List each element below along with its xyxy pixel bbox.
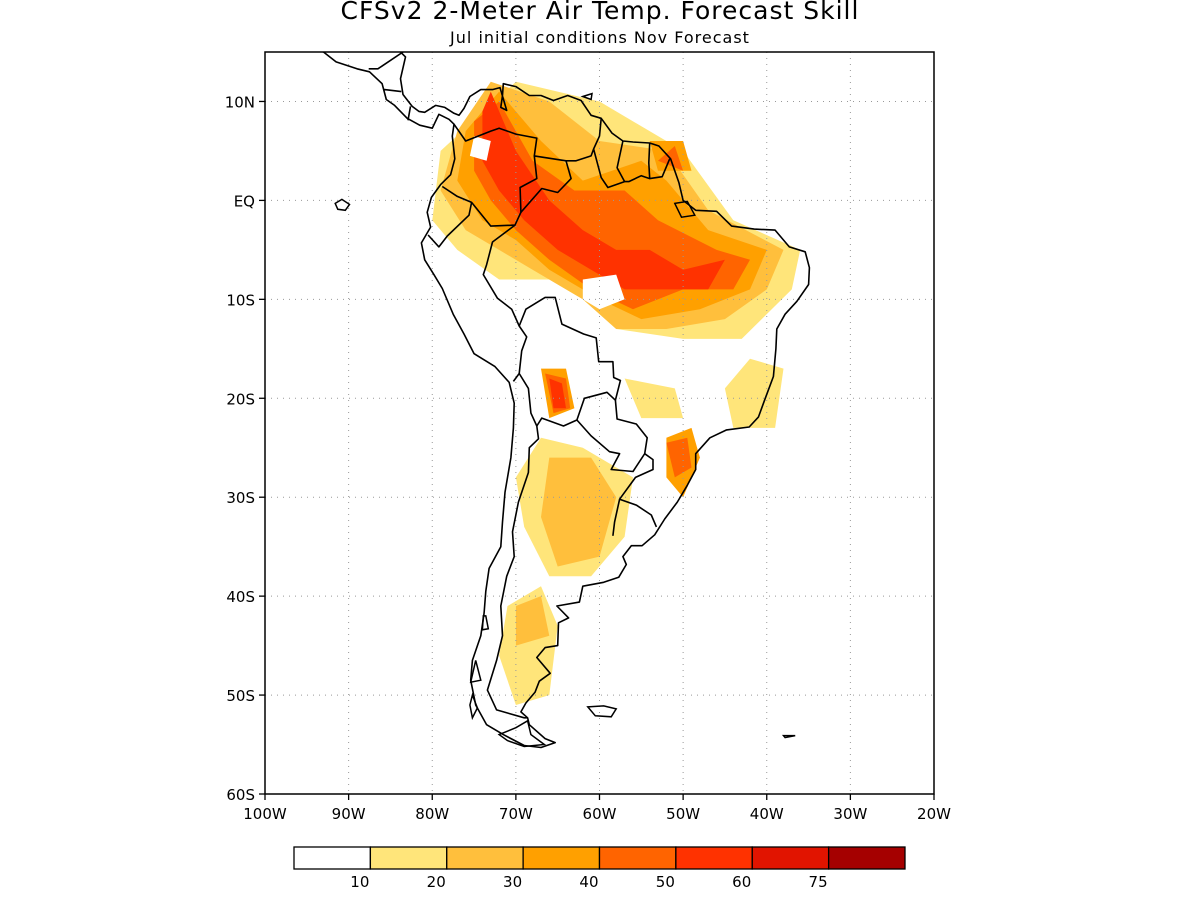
country-border bbox=[647, 142, 651, 179]
colorbar-swatch bbox=[293, 846, 372, 870]
skill-region bbox=[515, 596, 550, 646]
colorbar: 10 20 30 40 50 60 75 bbox=[293, 846, 906, 891]
colorbar-swatch bbox=[522, 846, 601, 870]
country-border bbox=[518, 296, 622, 427]
gridlines bbox=[265, 52, 934, 794]
skill-shading bbox=[432, 81, 801, 705]
country-border bbox=[383, 88, 402, 93]
country-border bbox=[441, 123, 538, 227]
country-border bbox=[592, 148, 671, 189]
colorbar-label: 50 bbox=[656, 873, 675, 891]
coastline-borders bbox=[320, 52, 811, 749]
colorbar-label: 60 bbox=[732, 873, 751, 891]
skill-region bbox=[482, 91, 725, 290]
island bbox=[580, 92, 593, 101]
colorbar-label: 20 bbox=[427, 873, 446, 891]
lat-tick-label: 40S bbox=[226, 588, 255, 606]
country-border bbox=[612, 453, 654, 536]
island bbox=[781, 734, 796, 739]
skill-region bbox=[549, 378, 566, 409]
skill-region bbox=[724, 358, 784, 428]
lat-tick-label: EQ bbox=[234, 192, 255, 210]
country-border bbox=[616, 140, 626, 182]
colorbar-swatch bbox=[369, 846, 448, 870]
skill-region bbox=[474, 101, 750, 310]
map-subtitle: Jul initial conditions Nov Forecast bbox=[450, 28, 750, 47]
lon-tick-label: 40W bbox=[750, 805, 784, 823]
country-border bbox=[407, 106, 412, 121]
lon-tick-label: 70W bbox=[499, 805, 533, 823]
lat-tick-label: 10N bbox=[225, 93, 255, 111]
colorbar-swatch bbox=[827, 846, 906, 870]
lon-tick-label: 20W bbox=[917, 805, 951, 823]
lon-tick-label: 60W bbox=[583, 805, 617, 823]
colorbar-swatch bbox=[446, 846, 524, 870]
lon-tick-label: 30W bbox=[833, 805, 867, 823]
lat-tick-label: 30S bbox=[226, 489, 255, 507]
skill-region bbox=[541, 457, 617, 567]
lat-tick-label: 60S bbox=[226, 786, 255, 804]
island bbox=[481, 615, 490, 631]
country-border bbox=[576, 400, 649, 473]
country-border bbox=[619, 498, 658, 528]
colorbar-swatch bbox=[598, 846, 677, 870]
country-border bbox=[368, 52, 404, 70]
colorbar-swatch bbox=[675, 846, 753, 870]
lon-tick-label: 50W bbox=[666, 805, 700, 823]
island bbox=[469, 692, 479, 721]
skill-region bbox=[666, 437, 692, 478]
coastline bbox=[320, 52, 811, 749]
island bbox=[334, 198, 351, 212]
lat-tick-label: 20S bbox=[226, 390, 255, 408]
colorbar-label: 75 bbox=[809, 873, 828, 891]
lon-tick-label: 90W bbox=[332, 805, 366, 823]
skill-region bbox=[624, 378, 684, 419]
island bbox=[497, 719, 547, 748]
country-border bbox=[520, 160, 572, 213]
colorbar-label: 10 bbox=[350, 873, 369, 891]
country-border bbox=[427, 202, 473, 248]
country-border bbox=[486, 373, 540, 719]
island bbox=[586, 705, 618, 718]
skill-region bbox=[469, 136, 491, 161]
lat-tick-label: 50S bbox=[226, 687, 255, 705]
colorbar-swatch bbox=[751, 846, 830, 870]
lon-tick-label: 100W bbox=[243, 805, 287, 823]
island bbox=[469, 660, 482, 684]
colorbar-label: 40 bbox=[579, 873, 598, 891]
map-title: CFSv2 2-Meter Air Temp. Forecast Skill bbox=[340, 0, 860, 25]
lat-tick-label: 10S bbox=[226, 291, 255, 309]
skill-region bbox=[582, 274, 625, 310]
lon-tick-label: 80W bbox=[415, 805, 449, 823]
country-border bbox=[482, 224, 528, 382]
colorbar-label: 30 bbox=[503, 873, 522, 891]
island bbox=[673, 200, 696, 219]
